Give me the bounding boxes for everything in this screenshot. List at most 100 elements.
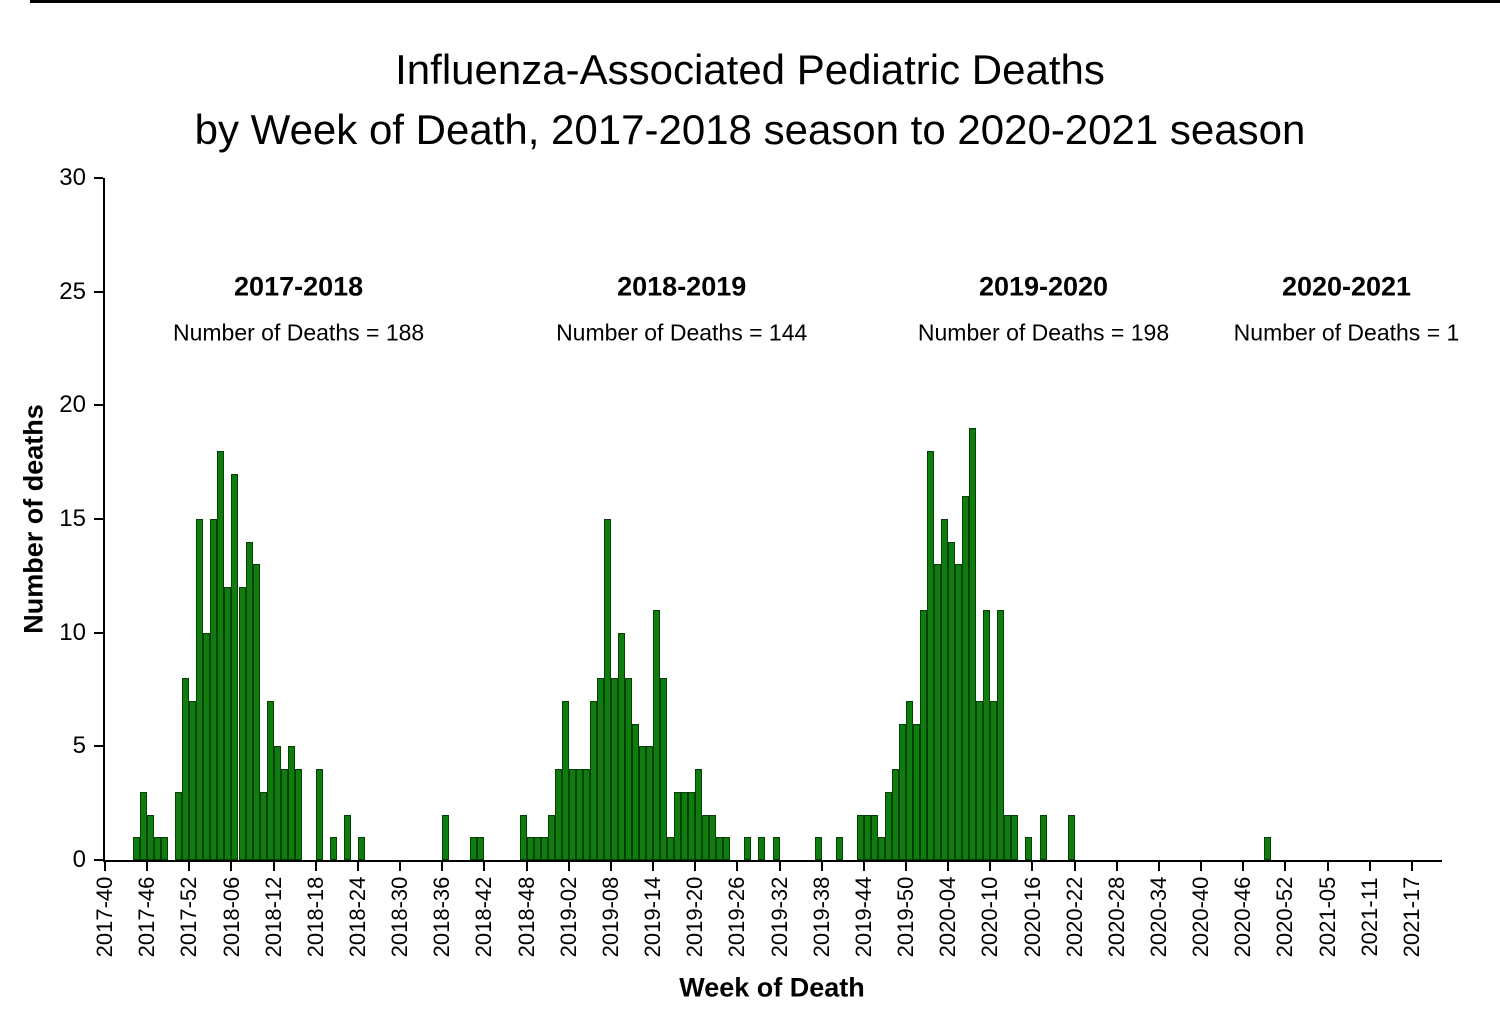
x-tick-mark [483,862,486,871]
chart-bar-2020-12 [1004,814,1012,860]
chart-bar-2019-18 [681,791,689,860]
chart-bar-2020-15 [1025,837,1033,860]
chart-bar-2020-17 [1039,814,1047,860]
chart-bar-2018-07 [238,587,246,860]
x-tick-mark [314,862,317,871]
plot-area [105,178,1440,860]
x-tick-label: 2019-20 [682,876,708,958]
chart-bar-2019-06 [596,678,604,860]
chart-bar-2019-01 [561,700,569,860]
chart-bar-2019-17 [674,791,682,860]
chart-bar-2020-08 [976,700,984,860]
chart-bar-2018-01 [196,519,204,860]
chart-bar-2019-47 [884,791,892,860]
chart-bar-2019-40 [835,837,843,860]
x-tick-mark [862,862,865,871]
chart-bar-2020-02 [934,564,942,860]
chart-bar-2019-08 [610,678,618,860]
chart-bar-2018-14 [287,746,295,860]
chart-bar-2019-43 [856,814,864,860]
x-tick-mark [230,862,233,871]
chart-title-line1: Influenza-Associated Pediatric Deaths [395,46,1105,93]
x-tick-mark [146,862,149,871]
chart-bar-2018-47 [519,814,527,860]
chart-bar-2018-03 [210,519,218,860]
x-tick-label: 2021-17 [1398,876,1424,958]
chart-bar-2020-03 [941,519,949,860]
y-tick-label: 15 [59,505,86,532]
x-tick-mark [1115,862,1118,871]
x-tick-label: 2018-42 [471,876,497,958]
season-deaths-count-2019-2020: Number of Deaths = 198 [917,319,1170,346]
season-label-2019-2020: 2019-2020 [978,271,1109,302]
x-tick-mark [525,862,528,871]
chart-bar-2018-50 [540,837,548,860]
x-tick-mark [356,862,359,871]
x-tick-label: 2020-10 [977,876,1003,958]
x-tick-label: 2018-12 [260,876,286,958]
chart-bar-2018-24 [357,837,365,860]
chart-bar-2020-49 [1264,837,1272,860]
x-tick-mark [1242,862,1245,871]
x-tick-mark [188,862,191,871]
x-tick-label: 2018-48 [513,876,539,958]
season-label-2018-2019: 2018-2019 [617,271,747,302]
season-deaths-count-2020-2021: Number of Deaths = 1 [1233,319,1460,346]
chart-bar-2017-47 [154,837,162,860]
chart-bar-2020-04 [948,541,956,860]
y-tick-label: 20 [59,391,86,419]
chart-bar-2019-12 [639,746,647,860]
x-tick-label: 2021-11 [1356,877,1382,957]
x-tick-label: 2018-18 [302,876,328,958]
season-deaths-count-2017-2018: Number of Deaths = 188 [172,319,425,346]
chart-bar-2020-11 [997,609,1005,860]
x-tick-label: 2020-16 [1019,876,1045,958]
x-tick-label: 2018-06 [218,876,244,958]
x-tick-label: 2020-40 [1188,876,1214,958]
chart-bar-2018-36 [442,814,450,860]
x-tick-label: 2017-46 [134,876,160,958]
x-tick-mark [1368,862,1371,871]
chart-bar-2019-14 [653,609,661,860]
x-tick-mark [947,862,950,871]
chart-bar-2020-06 [962,496,970,860]
x-tick-label: 2018-24 [344,876,370,958]
chart-bar-2019-49 [898,723,906,860]
y-tick-mark [94,404,103,407]
y-axis-line [103,178,105,862]
chart-bar-2017-45 [140,791,148,860]
chart-bar-2018-22 [343,814,351,860]
chart-bar-2017-46 [147,814,155,860]
y-tick-mark [94,177,103,179]
chart-bar-2019-02 [568,769,576,860]
x-tick-label: 2018-36 [429,876,455,958]
x-tick-mark [609,862,612,871]
chart-bar-2018-15 [294,769,302,860]
chart-bar-2019-27 [744,837,752,860]
x-tick-label: 2020-52 [1272,876,1298,958]
chart-bar-2019-15 [660,678,668,860]
x-tick-label: 2019-32 [766,876,792,958]
chart-bar-2018-51 [547,814,555,860]
chart-bar-2018-52 [554,769,562,860]
x-tick-mark [104,862,106,871]
season-deaths-count-2018-2019: Number of Deaths = 144 [556,319,808,346]
chart-bar-2020-07 [969,428,977,860]
season-label-2020-2021: 2020-2021 [1281,271,1412,302]
window-top-edge [30,0,1500,3]
chart-bar-2017-52 [189,700,197,860]
chart-title-line2: by Week of Death, 2017-2018 season to 20… [194,106,1306,153]
chart-bar-2019-04 [582,769,590,860]
y-tick-mark [94,859,103,861]
chart-bar-2019-21 [702,814,710,860]
chart-bar-2020-09 [983,609,991,860]
x-tick-mark [1284,862,1287,871]
y-tick-mark [94,518,103,520]
chart-bar-2019-31 [772,837,780,860]
x-tick-mark [736,862,739,871]
chart-bar-2018-02 [203,632,211,860]
chart-bar-2019-37 [814,837,822,860]
chart-bar-2017-51 [182,678,190,860]
chart-bar-2019-23 [716,837,724,860]
x-tick-mark [272,862,275,871]
